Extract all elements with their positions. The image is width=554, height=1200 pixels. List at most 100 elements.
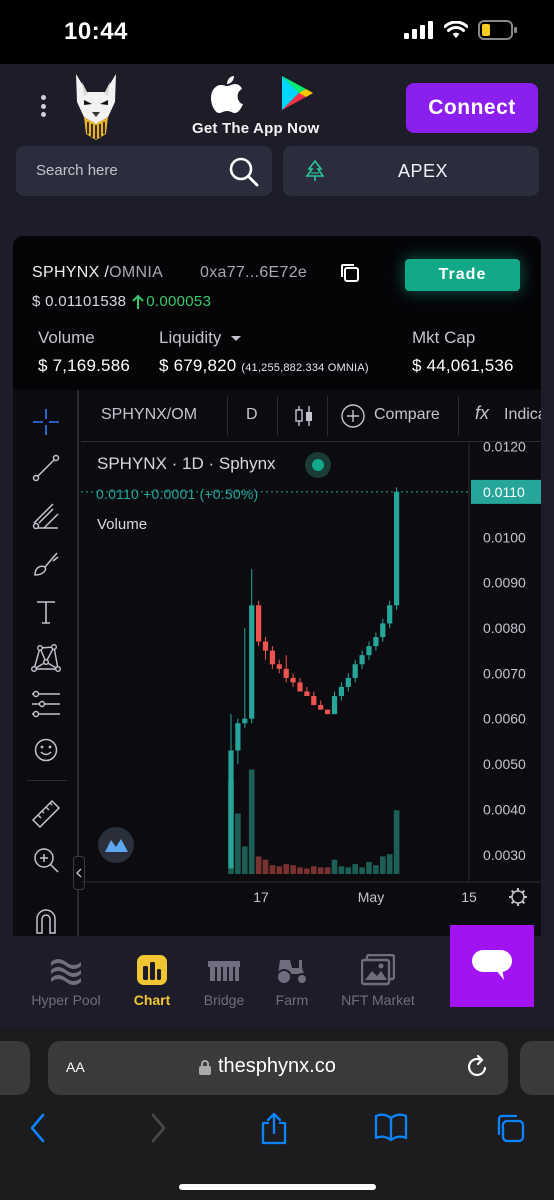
prediction-tool[interactable] — [28, 686, 64, 722]
ruler-icon — [31, 799, 61, 829]
volume-bar — [242, 846, 248, 874]
wifi-icon — [444, 21, 468, 38]
address-bar[interactable]: AA thesphynx.co — [48, 1041, 508, 1095]
tree-icon — [305, 160, 325, 181]
reload-icon[interactable] — [464, 1054, 490, 1080]
trendline-tool[interactable] — [28, 450, 64, 486]
price-change: 0.000053 — [132, 293, 211, 310]
tabs-icon[interactable] — [494, 1112, 526, 1144]
trade-button[interactable]: Trade — [405, 259, 520, 291]
copy-icon[interactable] — [339, 262, 361, 284]
text-tool[interactable] — [28, 594, 64, 630]
google-play-icon[interactable] — [280, 74, 314, 112]
liquidity-sub: (41,255,882.334 OMNIA) — [241, 362, 369, 374]
pair-name: SPHYNX /OMNIA — [32, 264, 163, 282]
crosshair-tool[interactable] — [28, 404, 64, 440]
next-tab-preview[interactable] — [520, 1041, 554, 1095]
fib-tool[interactable] — [28, 498, 64, 534]
symbol-button[interactable]: SPHYNX/OM — [101, 406, 198, 423]
mktcap-value: $ 44,061,536 — [412, 356, 514, 375]
candle-body — [283, 668, 289, 678]
price-chart[interactable]: 0.0120 0.0110 0.0100 0.0090 0.0080 0.0070 0.00… — [81, 442, 541, 940]
forward-icon[interactable] — [148, 1112, 168, 1144]
candle-body — [366, 646, 372, 656]
browser-chrome: AA thesphynx.co — [0, 1028, 554, 1200]
drawing-toolbar — [13, 390, 79, 940]
tab-label: Hyper Pool — [31, 992, 101, 1008]
trendline-icon — [32, 454, 60, 482]
status-indicators — [404, 20, 518, 40]
tab-nft-market[interactable]: NFT Market — [338, 954, 418, 1008]
volume-bar — [386, 854, 393, 874]
chat-button[interactable] — [450, 925, 534, 1007]
tab-chart[interactable]: Chart — [128, 954, 176, 1008]
url-display[interactable]: thesphynx.co — [198, 1055, 336, 1078]
chevron-down-icon[interactable] — [229, 333, 243, 343]
volume-bar — [317, 867, 324, 874]
tab-hyper-pool[interactable]: Hyper Pool — [28, 954, 104, 1008]
volume-bar — [324, 867, 331, 874]
connect-button[interactable]: Connect — [406, 83, 538, 133]
back-icon[interactable] — [28, 1112, 48, 1144]
prediction-icon — [32, 690, 60, 718]
tab-bridge[interactable]: Bridge — [198, 954, 250, 1008]
toolbar-divider — [27, 780, 67, 781]
liquidity-label-row[interactable]: Liquidity — [159, 328, 369, 348]
candle-body — [387, 605, 393, 624]
lock-icon — [199, 1059, 211, 1075]
share-icon[interactable] — [260, 1112, 288, 1146]
volume-bar — [311, 866, 317, 874]
menu-dots-icon[interactable] — [36, 92, 50, 120]
candle-body — [269, 650, 275, 665]
candle-body — [318, 705, 324, 710]
pattern-tool[interactable] — [28, 640, 64, 676]
token-selector[interactable]: APEX — [283, 146, 539, 196]
chart-toolbar: SPHYNX/OM D Compare fx Indica — [81, 390, 541, 442]
x-tick-label: 15 — [461, 889, 477, 905]
magnet-icon — [36, 909, 56, 934]
crosshair-icon — [33, 409, 59, 435]
volume-bar — [345, 867, 352, 874]
sphynx-logo[interactable] — [70, 72, 122, 142]
volume-bar — [248, 769, 255, 874]
search-icon[interactable] — [228, 156, 260, 188]
tab-label: NFT Market — [341, 992, 415, 1008]
arrow-up-icon — [132, 294, 144, 309]
previous-tab-preview[interactable] — [0, 1041, 30, 1095]
tab-label: Farm — [275, 992, 309, 1008]
volume-bar — [359, 867, 365, 874]
candle-body — [256, 605, 262, 642]
mktcap-label: Mkt Cap — [412, 328, 476, 347]
settings-icon-tooth — [510, 889, 515, 894]
tab-farm[interactable]: Farm — [270, 954, 314, 1008]
reader-button[interactable]: AA — [66, 1059, 85, 1075]
chart-legend-volume: Volume — [97, 516, 148, 533]
emoji-tool[interactable] — [28, 732, 64, 768]
volume-bar — [393, 810, 400, 874]
candle-body — [359, 655, 365, 665]
compare-button[interactable]: Compare — [374, 406, 440, 423]
magnet-tool[interactable] — [28, 902, 64, 938]
tab-label: Chart — [133, 992, 171, 1008]
plus-icon[interactable] — [340, 403, 366, 429]
candle-body — [338, 686, 344, 697]
volume-bar — [255, 856, 262, 874]
indicators-button[interactable]: Indica — [504, 406, 541, 423]
bookmarks-icon[interactable] — [374, 1112, 408, 1142]
app-header: Get The App Now Connect Search here APEX — [0, 64, 554, 212]
last-price-label: 0.0110 — [483, 484, 525, 500]
stat-volume: Volume $ 7,169.586 — [38, 328, 130, 376]
pattern-icon — [31, 644, 62, 673]
search-input[interactable]: Search here — [16, 146, 272, 196]
interval-button[interactable]: D — [246, 406, 258, 423]
apple-icon[interactable] — [210, 74, 244, 114]
chevron-left-icon — [76, 868, 82, 878]
search-placeholder: Search here — [36, 162, 118, 179]
candles-icon[interactable] — [293, 404, 315, 428]
image-icon — [361, 954, 395, 986]
volume-bar — [366, 861, 372, 874]
zoom-tool[interactable] — [28, 842, 64, 878]
brush-tool[interactable] — [28, 546, 64, 582]
fx-icon[interactable]: fx — [475, 403, 490, 423]
ruler-tool[interactable] — [28, 796, 64, 832]
